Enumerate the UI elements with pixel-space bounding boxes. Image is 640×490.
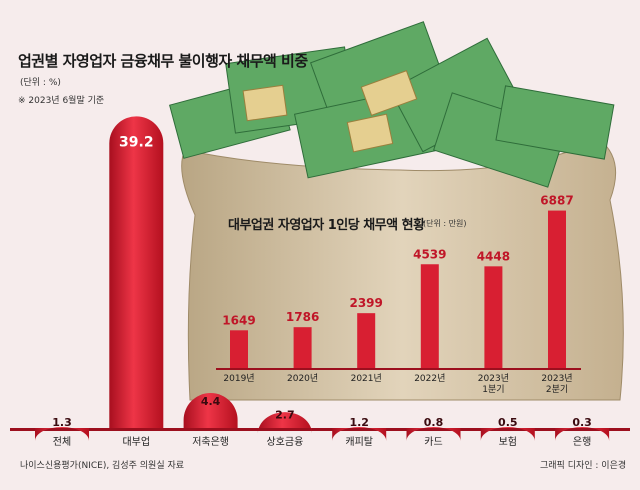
category-label-5: 카드 (424, 436, 442, 448)
debt-bands (242, 70, 418, 153)
bar-value-label-0: 1.3 (52, 416, 72, 429)
inset-value-label-1: 1786 (286, 310, 319, 324)
category-label-3: 상호금융 (266, 436, 303, 448)
bar-4 (332, 427, 387, 441)
inset-bar-1 (293, 327, 312, 368)
inset-category-label-0: 2019년 (223, 373, 254, 384)
main-chart: 1.3 전체 39.2 대부업 4.4 저축은행 2.7 상호금융 1.2 캐피탈 0.8 카드 0.5… (10, 116, 630, 448)
inset-category-label-1: 2020년 (287, 373, 318, 384)
category-label-6: 보험 (499, 436, 517, 448)
inset-value-label-3: 4539 (413, 247, 446, 261)
inset-baseline (216, 368, 581, 370)
bar-value-label-1: 39.2 (119, 134, 154, 150)
inset-value-label-5: 6887 (540, 194, 573, 208)
category-label-2: 저축은행 (192, 436, 229, 448)
bar-0 (35, 427, 89, 441)
inset-unit-label: (단위 : 만원) (423, 219, 467, 228)
inset-bar-5 (548, 210, 566, 368)
inset-category-label-3: 2022년 (414, 373, 445, 384)
bar-value-label-5: 0.8 (424, 416, 444, 429)
date-note: ※ 2023년 6월말 기준 (18, 96, 105, 106)
category-label-1: 대부업 (122, 435, 150, 448)
inset-bar-0 (230, 330, 248, 368)
bar-value-label-7: 0.3 (572, 416, 592, 429)
inset-bar-3 (420, 264, 439, 368)
chart-title: 업권별 자영업자 금융채무 불이행자 채무액 비중 (18, 52, 308, 70)
bar-value-label-3: 2.7 (275, 409, 295, 422)
inset-category-label-4: 2023년 1분기 (478, 373, 509, 395)
bar-value-label-6: 0.5 (498, 416, 518, 429)
bar-5 (406, 427, 461, 441)
inset-category-label-5: 2023년 2분기 (541, 373, 572, 395)
unit-label: (단위 : %) (20, 78, 61, 88)
bar-2 (183, 393, 238, 428)
bar-1 (109, 116, 164, 428)
inset-bar-2 (357, 313, 376, 368)
bar-value-label-4: 1.2 (349, 416, 369, 429)
category-label-0: 전체 (53, 436, 71, 448)
inset-bar-4 (484, 266, 503, 368)
category-label-4: 캐피탈 (345, 435, 373, 448)
source-note: 나이스신용평가(NICE), 김성주 의원실 자료 (20, 461, 185, 471)
inset-chart-title: 대부업권 자영업자 1인당 채무액 현황 (228, 218, 425, 233)
sack-shape (181, 139, 624, 401)
inset-chart: 1649 2019년 1786 2020년 2399 2021년 4539 2022년 4448… (216, 194, 581, 395)
inset-value-label-0: 1649 (222, 313, 255, 327)
bar-3 (257, 412, 312, 434)
inset-category-label-2: 2021년 (351, 373, 382, 384)
inset-value-label-2: 2399 (349, 296, 382, 310)
graphic-credit: 그래픽 디자인 : 이은경 (540, 461, 627, 471)
money-sack-illustration (169, 21, 624, 401)
baseline (10, 428, 630, 431)
bar-6 (480, 427, 535, 441)
category-label-7: 은행 (573, 436, 591, 448)
bar-value-label-2: 4.4 (201, 395, 221, 408)
bar-7 (555, 427, 610, 441)
inset-value-label-4: 4448 (477, 249, 510, 263)
